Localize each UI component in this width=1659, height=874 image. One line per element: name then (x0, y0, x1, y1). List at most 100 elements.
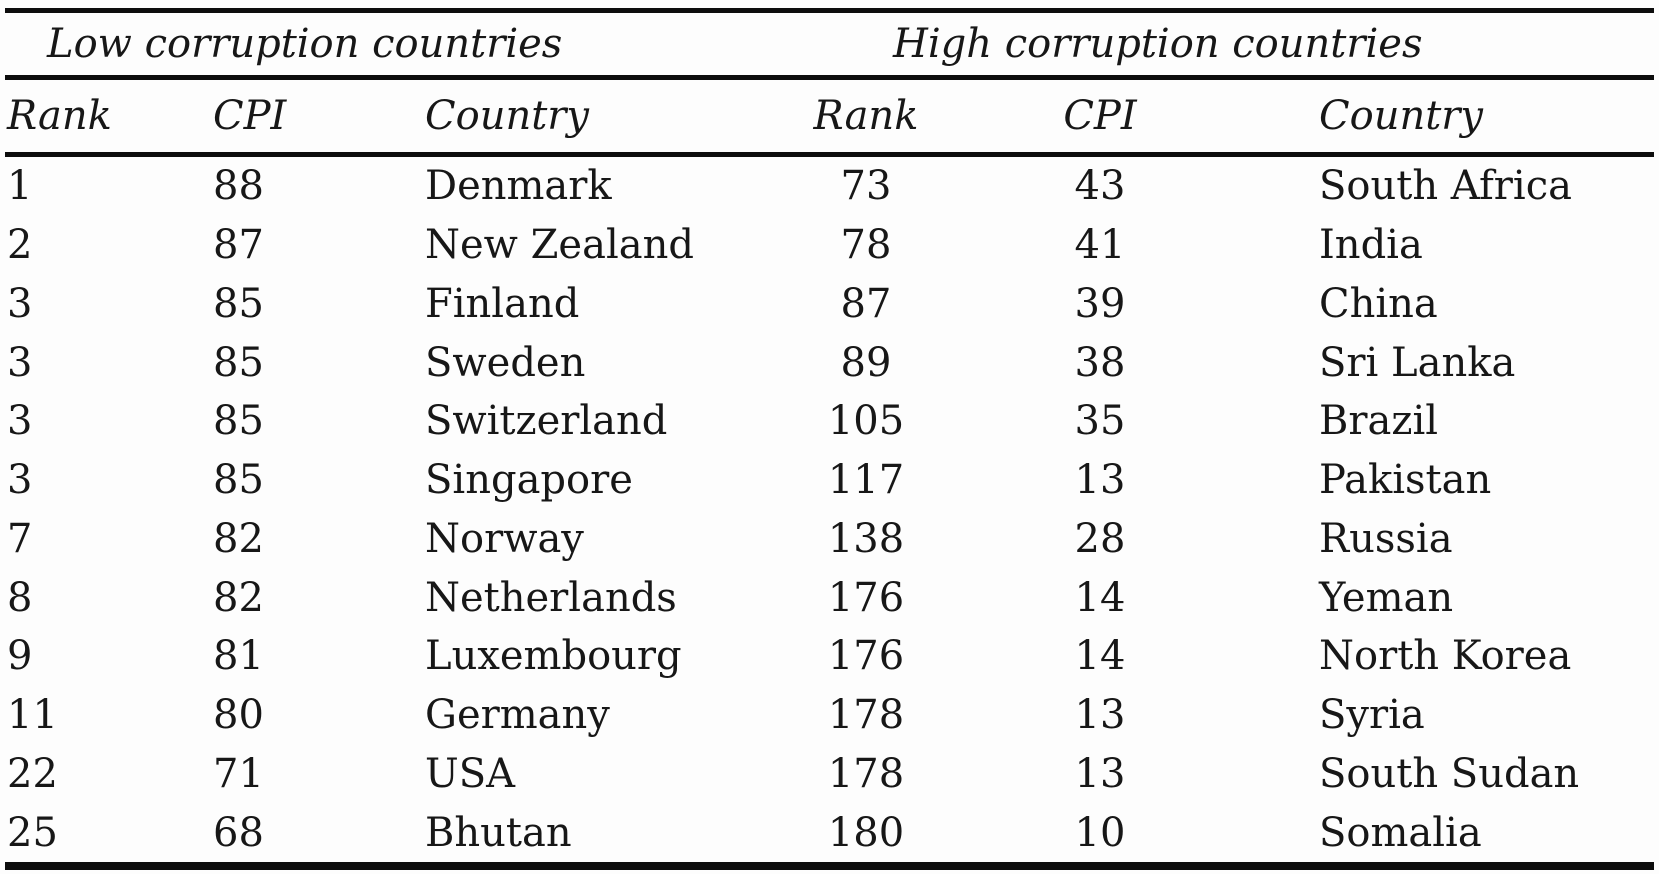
table-row: 3 85 Switzerland 105 35 Brazil (0, 392, 1659, 451)
low-country-cell: Germany (425, 692, 610, 739)
high-rank-cell: 117 (827, 457, 905, 504)
high-rank-cell: 180 (827, 809, 905, 856)
bottom-rule (5, 862, 1654, 870)
table-row: 11 80 Germany 178 13 Syria (0, 686, 1659, 745)
low-country-cell: Finland (425, 280, 580, 327)
column-header-low-rank: Rank (7, 93, 112, 139)
low-country-cell: Singapore (425, 457, 633, 504)
low-rank-cell: 3 (7, 398, 33, 445)
table-row: 25 68 Bhutan 180 10 Somalia (0, 803, 1659, 862)
section-title-high-corruption: High corruption countries (893, 21, 1423, 67)
high-country-cell: Somalia (1319, 809, 1482, 856)
high-cpi-cell: 38 (1074, 339, 1126, 386)
high-country-cell: Brazil (1319, 398, 1439, 445)
section-title-low-corruption: Low corruption countries (47, 21, 563, 67)
table-row: 2 87 New Zealand 78 41 India (0, 216, 1659, 275)
low-cpi-cell: 81 (213, 633, 264, 680)
top-rule (5, 8, 1654, 13)
high-cpi-cell: 14 (1074, 633, 1126, 680)
high-rank-cell: 87 (840, 280, 892, 327)
high-cpi-cell: 13 (1074, 457, 1126, 504)
mid-rule-under-headers (5, 152, 1654, 157)
table-row: 3 85 Sweden 89 38 Sri Lanka (0, 333, 1659, 392)
low-rank-cell: 22 (7, 750, 58, 797)
high-country-cell: North Korea (1319, 633, 1572, 680)
low-rank-cell: 3 (7, 339, 33, 386)
column-header-high-cpi: CPI (1063, 93, 1137, 139)
low-rank-cell: 11 (7, 692, 58, 739)
low-rank-cell: 7 (7, 515, 33, 562)
high-rank-cell: 73 (840, 163, 892, 210)
mid-rule-under-sections (5, 75, 1654, 80)
high-rank-cell: 89 (840, 339, 892, 386)
high-country-cell: Sri Lanka (1319, 339, 1516, 386)
low-rank-cell: 3 (7, 457, 33, 504)
table-row: 3 85 Singapore 117 13 Pakistan (0, 451, 1659, 510)
table-row: 9 81 Luxembourg 176 14 North Korea (0, 627, 1659, 686)
high-rank-cell: 176 (827, 633, 905, 680)
low-country-cell: Bhutan (425, 809, 572, 856)
column-header-low-cpi: CPI (213, 93, 287, 139)
low-rank-cell: 1 (7, 163, 33, 210)
column-header-row: Rank CPI Country Rank CPI Country (0, 80, 1659, 152)
table-row: 1 88 Denmark 73 43 South Africa (0, 157, 1659, 216)
high-country-cell: Russia (1319, 515, 1453, 562)
low-cpi-cell: 82 (213, 515, 264, 562)
high-country-cell: India (1319, 222, 1423, 269)
high-cpi-cell: 28 (1074, 515, 1126, 562)
low-rank-cell: 3 (7, 280, 33, 327)
low-rank-cell: 25 (7, 809, 58, 856)
low-cpi-cell: 85 (213, 339, 264, 386)
column-header-low-country: Country (425, 93, 590, 139)
high-cpi-cell: 13 (1074, 692, 1126, 739)
low-rank-cell: 8 (7, 574, 33, 621)
high-rank-cell: 178 (827, 750, 905, 797)
high-rank-cell: 105 (827, 398, 905, 445)
high-cpi-cell: 39 (1074, 280, 1126, 327)
table-row: 8 82 Netherlands 176 14 Yeman (0, 568, 1659, 627)
high-rank-cell: 178 (827, 692, 905, 739)
high-cpi-cell: 10 (1074, 809, 1126, 856)
high-cpi-cell: 43 (1074, 163, 1126, 210)
low-cpi-cell: 82 (213, 574, 264, 621)
low-country-cell: Switzerland (425, 398, 668, 445)
low-country-cell: Netherlands (425, 574, 677, 621)
low-country-cell: USA (425, 750, 515, 797)
column-header-high-country: Country (1319, 93, 1484, 139)
high-country-cell: South Africa (1319, 163, 1572, 210)
high-country-cell: Pakistan (1319, 457, 1492, 504)
column-header-high-rank: Rank (813, 93, 919, 139)
high-rank-cell: 138 (827, 515, 905, 562)
table-row: 3 85 Finland 87 39 China (0, 275, 1659, 334)
low-country-cell: Luxembourg (425, 633, 682, 680)
low-cpi-cell: 88 (213, 163, 264, 210)
high-cpi-cell: 35 (1074, 398, 1126, 445)
low-country-cell: Norway (425, 515, 584, 562)
section-header-row: Low corruption countries High corruption… (0, 13, 1659, 75)
high-cpi-cell: 13 (1074, 750, 1126, 797)
high-country-cell: Syria (1319, 692, 1425, 739)
low-cpi-cell: 85 (213, 280, 264, 327)
high-cpi-cell: 41 (1074, 222, 1126, 269)
table-row: 22 71 USA 178 13 South Sudan (0, 745, 1659, 804)
low-country-cell: Sweden (425, 339, 586, 386)
low-cpi-cell: 85 (213, 398, 264, 445)
table-row: 7 82 Norway 138 28 Russia (0, 510, 1659, 569)
high-rank-cell: 78 (840, 222, 892, 269)
high-country-cell: South Sudan (1319, 750, 1580, 797)
low-country-cell: New Zealand (425, 222, 694, 269)
low-cpi-cell: 80 (213, 692, 264, 739)
high-country-cell: Yeman (1319, 574, 1454, 621)
low-rank-cell: 2 (7, 222, 33, 269)
low-cpi-cell: 87 (213, 222, 264, 269)
low-cpi-cell: 68 (213, 809, 264, 856)
high-rank-cell: 176 (827, 574, 905, 621)
low-cpi-cell: 85 (213, 457, 264, 504)
low-cpi-cell: 71 (213, 750, 264, 797)
low-rank-cell: 9 (7, 633, 33, 680)
high-country-cell: China (1319, 280, 1438, 327)
low-country-cell: Denmark (425, 163, 612, 210)
high-cpi-cell: 14 (1074, 574, 1126, 621)
